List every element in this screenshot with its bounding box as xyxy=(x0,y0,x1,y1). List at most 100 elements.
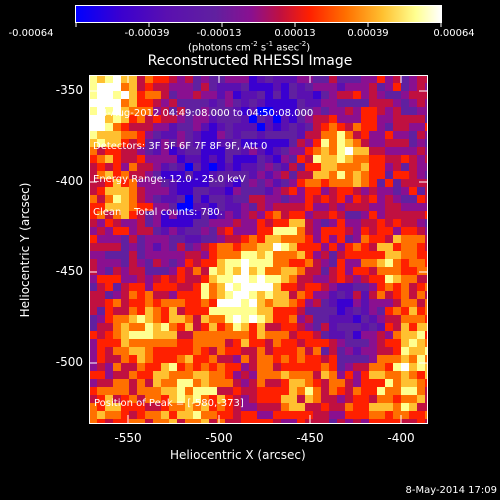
image-pixel xyxy=(105,163,113,171)
image-pixel xyxy=(217,395,225,403)
image-pixel xyxy=(89,419,97,423)
image-pixel xyxy=(129,171,137,179)
image-pixel xyxy=(385,419,393,423)
image-pixel xyxy=(249,387,257,395)
image-pixel xyxy=(241,155,249,163)
image-pixel xyxy=(265,107,273,115)
image-pixel xyxy=(425,299,427,307)
image-pixel xyxy=(401,171,409,179)
image-pixel xyxy=(329,387,337,395)
image-pixel xyxy=(161,315,169,323)
image-pixel xyxy=(425,411,427,419)
image-pixel xyxy=(201,171,209,179)
image-pixel xyxy=(305,211,313,219)
image-pixel xyxy=(209,347,217,355)
image-pixel xyxy=(97,331,105,339)
image-pixel xyxy=(401,259,409,267)
image-pixel xyxy=(193,155,201,163)
image-pixel xyxy=(393,147,401,155)
image-pixel xyxy=(417,291,425,299)
image-pixel xyxy=(377,155,385,163)
image-pixel xyxy=(281,267,289,275)
image-pixel xyxy=(153,171,161,179)
image-pixel xyxy=(377,243,385,251)
image-pixel xyxy=(249,243,257,251)
image-pixel xyxy=(273,275,281,283)
image-pixel xyxy=(273,75,281,83)
image-pixel xyxy=(193,171,201,179)
image-pixel xyxy=(337,219,345,227)
image-pixel xyxy=(417,387,425,395)
image-pixel xyxy=(145,99,153,107)
image-pixel xyxy=(105,123,113,131)
image-pixel xyxy=(289,243,297,251)
image-pixel xyxy=(113,379,121,387)
image-pixel xyxy=(361,371,369,379)
image-pixel xyxy=(393,411,401,419)
image-pixel xyxy=(273,187,281,195)
image-pixel xyxy=(89,291,97,299)
image-pixel xyxy=(385,347,393,355)
image-pixel xyxy=(377,267,385,275)
image-pixel xyxy=(121,419,129,423)
image-pixel xyxy=(353,243,361,251)
image-pixel xyxy=(97,299,105,307)
image-pixel xyxy=(233,195,241,203)
image-pixel xyxy=(97,251,105,259)
image-pixel xyxy=(377,219,385,227)
image-pixel xyxy=(265,131,273,139)
image-pixel xyxy=(153,355,161,363)
image-pixel xyxy=(313,267,321,275)
image-pixel xyxy=(385,211,393,219)
image-pixel xyxy=(377,251,385,259)
image-pixel xyxy=(169,251,177,259)
image-pixel xyxy=(369,379,377,387)
image-pixel xyxy=(321,155,329,163)
image-pixel xyxy=(225,83,233,91)
image-pixel xyxy=(257,339,265,347)
image-pixel xyxy=(241,115,249,123)
image-pixel xyxy=(337,91,345,99)
image-pixel xyxy=(345,331,353,339)
image-pixel xyxy=(377,307,385,315)
image-pixel xyxy=(241,227,249,235)
image-pixel xyxy=(257,219,265,227)
image-pixel xyxy=(161,83,169,91)
image-pixel xyxy=(257,275,265,283)
image-pixel xyxy=(353,179,361,187)
image-pixel xyxy=(177,139,185,147)
image-pixel xyxy=(425,203,427,211)
image-pixel xyxy=(209,131,217,139)
image-pixel xyxy=(337,331,345,339)
image-pixel xyxy=(345,371,353,379)
image-pixel xyxy=(385,299,393,307)
image-pixel xyxy=(169,83,177,91)
image-pixel xyxy=(369,123,377,131)
image-pixel xyxy=(113,291,121,299)
image-pixel xyxy=(337,267,345,275)
image-pixel xyxy=(313,371,321,379)
image-pixel xyxy=(361,347,369,355)
image-pixel xyxy=(377,227,385,235)
image-pixel xyxy=(217,387,225,395)
image-pixel xyxy=(281,395,289,403)
image-pixel xyxy=(241,235,249,243)
image-pixel xyxy=(321,243,329,251)
image-pixel xyxy=(401,347,409,355)
image-pixel xyxy=(241,419,249,423)
image-pixel xyxy=(161,163,169,171)
image-pixel xyxy=(353,387,361,395)
image-pixel xyxy=(113,411,121,419)
image-pixel xyxy=(105,139,113,147)
image-pixel xyxy=(169,371,177,379)
image-pixel xyxy=(289,251,297,259)
image-pixel xyxy=(121,331,129,339)
image-pixel xyxy=(393,307,401,315)
image-pixel xyxy=(169,99,177,107)
image-pixel xyxy=(161,139,169,147)
image-pixel xyxy=(393,131,401,139)
image-pixel xyxy=(209,139,217,147)
image-pixel xyxy=(313,339,321,347)
image-pixel xyxy=(417,155,425,163)
